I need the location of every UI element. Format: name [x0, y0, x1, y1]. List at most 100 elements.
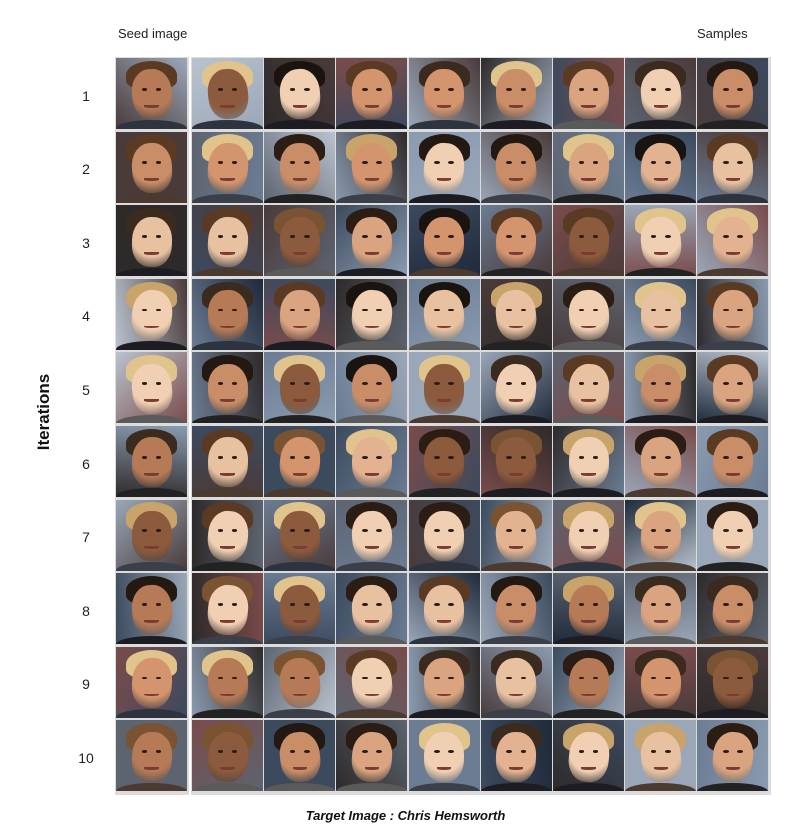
eye-shape: [289, 750, 296, 754]
mouth-shape: [653, 104, 668, 108]
eye-shape: [434, 235, 440, 238]
eye-shape: [448, 87, 455, 91]
eye-shape: [289, 529, 296, 533]
mouth-shape: [144, 546, 159, 550]
eye-shape: [434, 161, 440, 165]
row-number-label: 8: [82, 602, 90, 619]
eye-shape: [434, 750, 440, 754]
eye-shape: [664, 87, 671, 91]
face-shape: [424, 363, 465, 414]
shoulders-shape: [553, 194, 624, 203]
sample-image-tile: [625, 720, 697, 792]
eye-shape: [231, 529, 238, 533]
sample-image-tile: [336, 646, 408, 718]
eye-shape: [231, 455, 238, 459]
eye-shape: [303, 87, 310, 91]
mouth-shape: [144, 178, 159, 182]
eye-shape: [141, 308, 148, 312]
shoulders-shape: [192, 267, 263, 277]
eye-shape: [155, 455, 162, 459]
eye-shape: [303, 529, 310, 533]
face-shape: [712, 510, 754, 562]
shoulders-shape: [336, 267, 408, 277]
face-shape: [130, 583, 173, 636]
mouth-shape: [725, 178, 740, 182]
eye-shape: [303, 455, 310, 459]
shoulders-shape: [408, 562, 480, 571]
mouth-shape: [725, 693, 740, 697]
face-shape: [350, 730, 394, 783]
eye-shape: [434, 603, 440, 606]
shoulders-shape: [116, 562, 187, 571]
shoulders-shape: [336, 120, 408, 129]
eye-shape: [578, 382, 585, 386]
mouth-shape: [581, 399, 596, 403]
eye-shape: [737, 455, 743, 459]
mouth-shape: [581, 767, 596, 771]
mouth-shape: [144, 693, 159, 697]
eye-shape: [289, 87, 296, 91]
eye-shape: [664, 455, 671, 459]
row-number-label: 6: [82, 455, 90, 472]
eye-shape: [506, 676, 513, 680]
mouth-shape: [144, 399, 159, 403]
sample-image-tile: [480, 352, 552, 424]
mouth-shape: [220, 252, 235, 255]
eye-shape: [217, 676, 224, 680]
shoulders-shape: [697, 709, 769, 718]
eye-shape: [448, 455, 455, 459]
eye-shape: [155, 529, 162, 533]
eye-shape: [737, 235, 743, 238]
sample-image-tile: [336, 499, 408, 571]
sample-image-tile: [408, 352, 480, 424]
eye-shape: [361, 382, 368, 386]
eye-shape: [303, 603, 310, 606]
eye-shape: [506, 529, 513, 533]
shoulders-shape: [408, 635, 480, 645]
eye-shape: [592, 750, 599, 754]
sample-image-tile: [480, 646, 552, 718]
seed-image-tile: [116, 278, 187, 350]
eye-shape: [520, 161, 527, 165]
eye-shape: [664, 161, 671, 165]
face-shape: [278, 289, 321, 341]
eye-shape: [506, 308, 513, 312]
sample-image-tile: [480, 205, 552, 277]
mouth-shape: [725, 620, 740, 623]
eye-shape: [303, 750, 310, 754]
eye-shape: [155, 676, 162, 680]
eye-shape: [361, 161, 368, 165]
sample-image-tile: [625, 426, 697, 497]
face-shape: [713, 216, 753, 267]
mouth-shape: [144, 472, 159, 476]
eye-shape: [376, 603, 382, 606]
shoulders-shape: [625, 635, 697, 645]
sample-image-tile: [408, 646, 480, 718]
face-shape: [206, 289, 249, 341]
eye-shape: [303, 161, 310, 165]
face-shape: [495, 730, 538, 783]
eye-shape: [217, 235, 224, 238]
eye-shape: [303, 235, 310, 238]
mouth-shape: [364, 546, 379, 550]
sample-image-tile: [408, 573, 480, 645]
face-shape: [351, 437, 393, 488]
sample-image-tile: [264, 58, 336, 129]
face-shape: [639, 583, 682, 636]
shoulders-shape: [116, 709, 187, 718]
eye-shape: [361, 676, 368, 680]
shoulders-shape: [625, 341, 697, 350]
mouth-shape: [581, 693, 596, 697]
eye-shape: [737, 529, 743, 533]
eye-shape: [722, 455, 729, 459]
eye-shape: [520, 455, 527, 459]
eye-shape: [592, 235, 599, 238]
mouth-shape: [220, 399, 235, 403]
sample-image-tile: [553, 573, 624, 645]
mouth-shape: [144, 767, 159, 771]
sample-image-tile: [336, 352, 408, 424]
eye-shape: [650, 455, 657, 459]
face-shape: [278, 215, 321, 268]
face-shape: [206, 363, 249, 415]
face-shape: [566, 288, 611, 342]
